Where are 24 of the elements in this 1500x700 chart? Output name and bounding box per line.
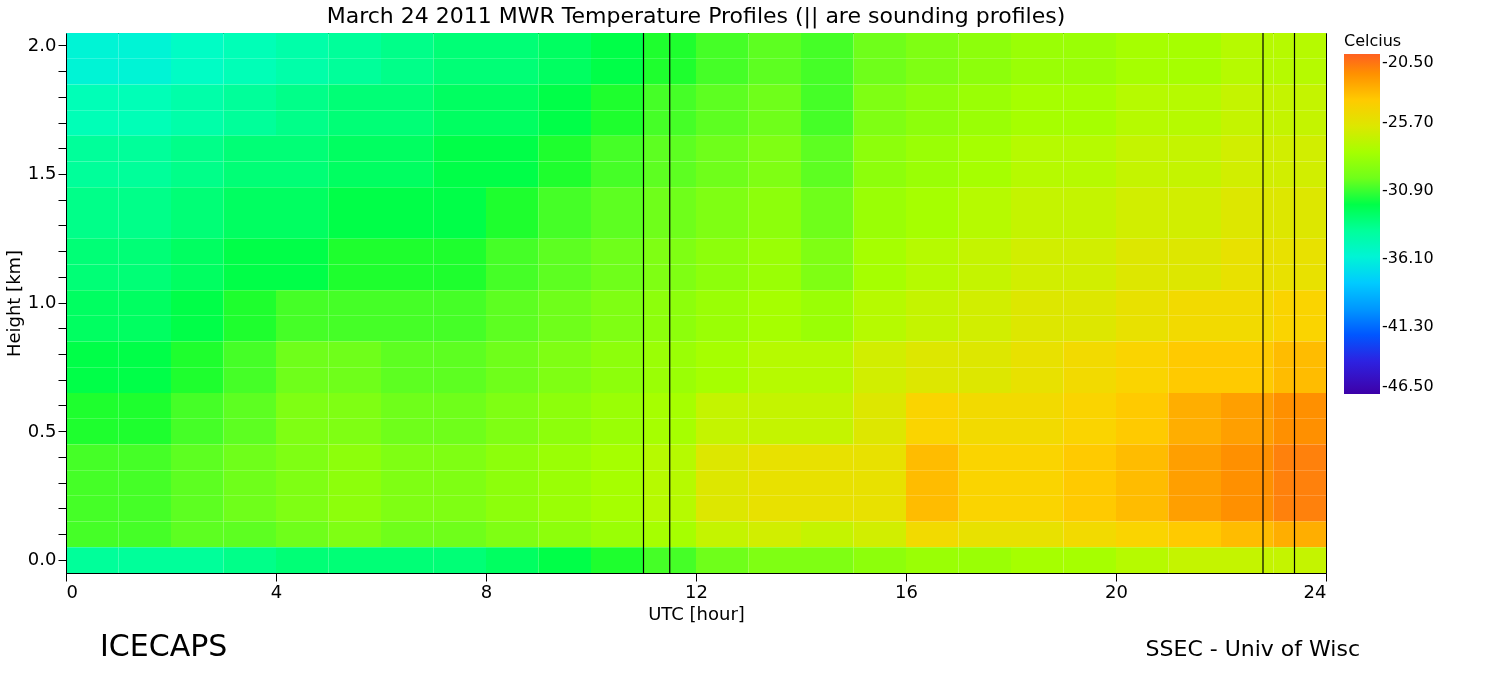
- y-tick-label: 1.0: [27, 291, 57, 312]
- color-bar-label: -30.90: [1382, 180, 1434, 199]
- x-tick-label: 0: [66, 580, 78, 602]
- y-tick-label: 1.5: [27, 162, 57, 184]
- x-tick-label: 24: [1303, 580, 1327, 602]
- color-bar-label: -20.50: [1382, 52, 1434, 71]
- x-tick-label: 12: [685, 580, 708, 602]
- x-tick-label: 4: [270, 580, 283, 602]
- y-tick-label: 0.5: [27, 419, 57, 441]
- color-bar-label: -46.50: [1382, 376, 1434, 395]
- legend-title: Celcius: [1344, 31, 1402, 50]
- x-tick-label: 20: [1105, 580, 1128, 602]
- chart-title: March 24 2011 MWR Temperature Profiles (|| are sounding profiles): [326, 3, 1066, 30]
- y-axis-title: Height [km]: [2, 249, 24, 358]
- color-bar-label: -41.30: [1382, 316, 1434, 335]
- color-bar-label: -36.10: [1382, 248, 1434, 267]
- text: SSEC - Univ of Wisc: [1145, 636, 1360, 661]
- text: ICECAPS: [100, 628, 228, 663]
- color-bar-label: -25.70: [1382, 112, 1434, 131]
- y-tick-label: 2.0: [27, 33, 57, 55]
- x-tick-label: 8: [480, 580, 493, 602]
- x-axis-title: UTC [hour]: [648, 602, 745, 624]
- x-tick-label: 16: [895, 580, 918, 602]
- y-tick-label: 0.0: [27, 548, 57, 570]
